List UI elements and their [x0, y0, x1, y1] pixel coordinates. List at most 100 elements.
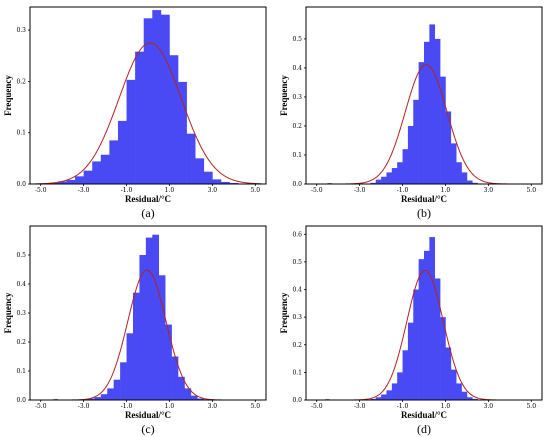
x-axis-label: Residual/°C — [401, 194, 447, 204]
x-tick-label: 1.0 — [441, 187, 451, 194]
y-tick-label: 0.1 — [292, 152, 302, 159]
histogram-panel-1: -5.0 -3.0 -1.0 1.0 3.0 5.0 0.0 0.1 0.2 0.3 Residua… — [3, 6, 267, 220]
x-tick-label: 1.0 — [165, 403, 175, 410]
histogram-bar — [178, 81, 187, 184]
x-tick-label: -5.0 — [311, 187, 323, 194]
y-tick-label: 0.1 — [292, 369, 302, 376]
histogram-bar — [92, 161, 102, 184]
histogram-bar — [169, 55, 179, 184]
histogram-bar — [424, 250, 430, 400]
y-axis-label: Frequency — [279, 292, 289, 333]
y-tick-label: 0.3 — [16, 310, 26, 317]
histogram-bar — [413, 99, 419, 184]
histogram-bar — [49, 182, 59, 184]
histogram-bar — [197, 398, 205, 400]
histogram-bar — [160, 14, 170, 185]
y-tick-label: 0.6 — [292, 231, 302, 238]
histogram-bar — [113, 379, 121, 400]
histogram-bar — [195, 158, 205, 184]
histogram-bar — [66, 179, 76, 184]
histogram-bar — [203, 171, 213, 184]
histogram-bar — [418, 259, 425, 400]
histogram-bar — [466, 180, 473, 184]
histogram-bar — [75, 176, 84, 184]
histogram-bar — [370, 398, 377, 400]
x-tick-label: -1.0 — [397, 187, 409, 194]
histogram-bar — [87, 398, 95, 400]
x-tick-label: 3.0 — [208, 403, 218, 410]
histogram-bar — [391, 168, 398, 184]
y-tick-label: 0.2 — [16, 339, 26, 346]
histogram-bar — [100, 394, 108, 400]
plot-frame — [305, 225, 543, 401]
y-tick-label: 0.2 — [16, 78, 26, 85]
histogram-bar — [375, 179, 382, 184]
x-tick-label: -5.0 — [35, 403, 47, 410]
y-tick-label: 0.5 — [292, 259, 302, 266]
x-tick-label: 5.0 — [526, 187, 536, 194]
x-tick-label: 3.0 — [484, 187, 494, 194]
histogram-bar — [109, 140, 119, 184]
x-tick-label: 5.0 — [250, 187, 260, 194]
histogram-bar — [126, 333, 134, 400]
histogram-bar — [190, 395, 198, 400]
histogram-bar — [229, 182, 239, 184]
histogram-bar — [152, 234, 160, 400]
histogram-bar — [120, 362, 127, 400]
histogram-bar — [212, 179, 222, 184]
histogram-bar — [456, 162, 462, 184]
histogram-bar — [429, 24, 436, 184]
histogram-bar — [391, 383, 398, 400]
histogram-bar — [445, 111, 452, 184]
histogram-bar — [171, 356, 179, 400]
y-tick-label: 0.4 — [292, 287, 302, 294]
histogram-bar — [402, 350, 409, 400]
histogram-bar — [461, 391, 468, 400]
histogram-bar — [143, 18, 153, 184]
histogram-bar — [381, 394, 387, 400]
y-tick-label: 0.3 — [292, 314, 302, 321]
histogram-bar — [450, 143, 457, 184]
histogram-bar — [83, 170, 93, 184]
y-tick-label: 0.2 — [292, 123, 302, 130]
normal-fit-curve — [34, 42, 262, 185]
histogram-bar — [472, 182, 478, 184]
histogram-bar — [186, 133, 196, 184]
histogram-bar — [94, 397, 102, 400]
histogram-bar — [434, 38, 441, 185]
histogram-bar — [397, 162, 403, 184]
histogram-bar — [135, 51, 145, 184]
histogram-bar — [407, 322, 414, 400]
panel-label: (c) — [141, 422, 154, 436]
x-tick-label: -3.0 — [78, 403, 90, 410]
histogram-bar — [386, 390, 393, 400]
x-tick-label: -3.0 — [354, 403, 366, 410]
y-tick-label: 0.3 — [292, 94, 302, 101]
histogram-bar — [440, 317, 446, 400]
histogram-bar — [407, 125, 414, 184]
x-tick-label: 1.0 — [165, 187, 175, 194]
x-tick-label: -1.0 — [121, 187, 133, 194]
histogram-bar — [370, 182, 377, 184]
x-tick-label: -5.0 — [311, 403, 323, 410]
histogram-bar — [126, 79, 136, 184]
y-tick-label: 0.0 — [16, 397, 26, 404]
y-tick-label: 0.0 — [292, 181, 302, 188]
y-tick-label: 0.3 — [16, 27, 26, 34]
y-tick-label: 0.5 — [292, 36, 302, 43]
histogram-bar — [100, 154, 110, 184]
histogram-bar — [424, 41, 430, 184]
x-tick-label: -3.0 — [78, 187, 90, 194]
x-axis-label: Residual/°C — [125, 194, 171, 204]
y-tick-label: 0.4 — [292, 65, 302, 72]
histogram-bar — [139, 255, 147, 400]
y-axis-label: Frequency — [3, 75, 13, 116]
x-axis-label: Residual/°C — [125, 410, 171, 420]
histogram-bar — [152, 10, 162, 184]
histogram-bar — [57, 181, 67, 184]
histogram-bar — [375, 397, 382, 400]
histogram-panel-4: -5.0 -3.0 -1.0 1.0 3.0 5.0 0.0 0.1 0.2 0.3 0.4 0.5 0… — [279, 225, 543, 436]
x-tick-label: -1.0 — [121, 403, 133, 410]
histogram-bar — [165, 324, 172, 400]
y-axis-label: Frequency — [279, 75, 289, 116]
